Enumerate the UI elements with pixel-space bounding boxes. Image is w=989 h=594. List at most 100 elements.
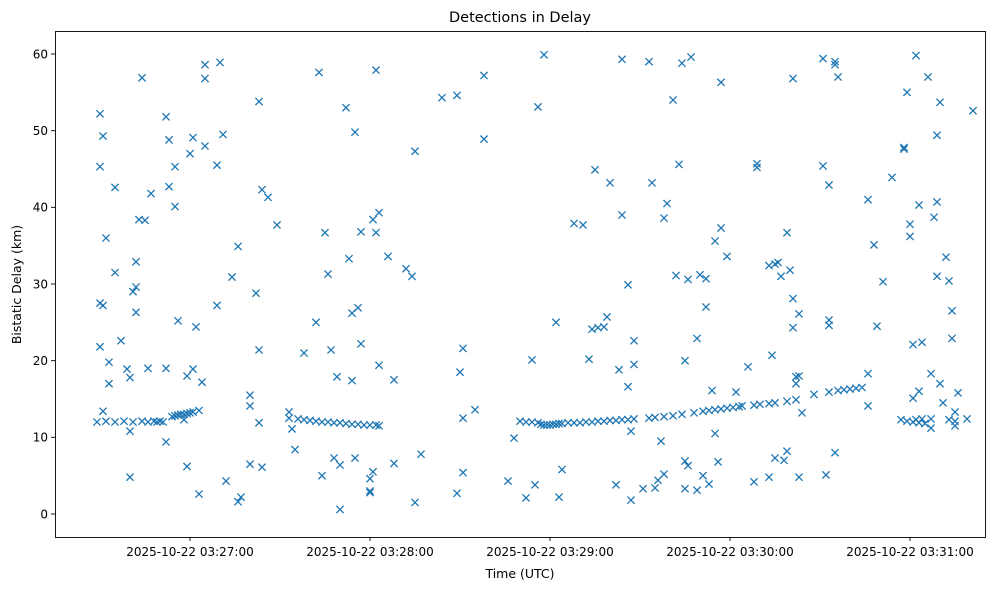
data-point — [374, 421, 384, 430]
data-point — [347, 420, 357, 429]
data-point — [530, 480, 540, 489]
data-point — [371, 421, 381, 430]
data-point — [797, 408, 807, 417]
data-point — [710, 237, 720, 246]
data-point — [764, 261, 774, 270]
data-point — [932, 197, 942, 207]
data-point — [326, 345, 336, 354]
data-point — [644, 57, 654, 66]
data-point — [593, 417, 603, 426]
data-point — [323, 269, 333, 279]
data-point — [731, 388, 741, 397]
data-point — [125, 473, 135, 482]
data-point — [707, 386, 717, 395]
data-point — [605, 416, 615, 425]
data-point — [95, 109, 105, 118]
data-point — [743, 362, 753, 371]
data-point — [356, 227, 366, 236]
data-point — [626, 427, 636, 436]
data-point — [929, 213, 939, 222]
data-point — [539, 50, 549, 59]
data-point — [137, 73, 147, 82]
data-point — [233, 497, 243, 506]
data-point — [437, 93, 447, 102]
data-point — [263, 193, 273, 202]
data-point — [188, 133, 198, 142]
data-point — [944, 276, 954, 285]
data-point — [671, 271, 681, 280]
data-point — [668, 411, 678, 420]
data-point — [131, 308, 141, 317]
data-point — [479, 135, 489, 144]
data-point — [926, 369, 936, 378]
data-point — [182, 371, 192, 381]
data-point — [947, 306, 957, 315]
data-point — [128, 287, 138, 296]
data-point — [704, 480, 714, 489]
data-point — [629, 360, 639, 369]
data-point — [191, 322, 201, 331]
data-point — [968, 106, 978, 115]
data-point — [950, 407, 960, 417]
data-point — [686, 53, 696, 62]
data-markers — [92, 50, 978, 514]
data-point — [617, 55, 627, 64]
data-point — [713, 457, 723, 466]
data-point — [95, 342, 105, 351]
data-point — [158, 417, 168, 427]
data-point — [311, 318, 321, 327]
data-point — [923, 72, 933, 82]
data-point — [770, 453, 780, 463]
y-tick-label: 10 — [33, 431, 48, 445]
chart-title: Detections in Delay — [449, 10, 591, 26]
data-point — [317, 471, 327, 480]
data-point — [245, 401, 255, 410]
data-point — [104, 379, 114, 388]
data-point — [257, 463, 267, 472]
data-point — [617, 210, 627, 220]
data-point — [833, 72, 843, 82]
data-point — [863, 195, 873, 204]
data-point — [911, 51, 921, 60]
data-point — [320, 228, 330, 237]
data-point — [347, 376, 357, 385]
data-point — [164, 182, 174, 191]
data-point — [92, 417, 102, 427]
data-point — [194, 490, 204, 499]
data-point — [371, 66, 381, 75]
data-point — [365, 488, 375, 497]
data-point — [830, 448, 840, 457]
data-point — [905, 220, 915, 229]
data-point — [122, 365, 132, 374]
data-point — [458, 468, 468, 477]
data-point — [272, 220, 282, 230]
data-point — [953, 388, 963, 397]
data-point — [110, 417, 120, 427]
data-point — [944, 415, 954, 424]
data-point — [863, 401, 873, 410]
data-point — [98, 131, 108, 141]
data-point — [356, 339, 366, 348]
data-point — [314, 68, 324, 77]
data-point — [329, 418, 339, 427]
data-point — [623, 382, 633, 391]
data-point — [794, 473, 804, 482]
data-point — [332, 372, 342, 381]
data-point — [383, 252, 393, 261]
data-point — [629, 336, 639, 345]
data-point — [458, 414, 468, 423]
data-point — [701, 274, 711, 283]
data-point — [698, 471, 708, 480]
data-point — [410, 147, 420, 156]
data-point — [947, 334, 957, 343]
y-tick-label: 60 — [33, 47, 48, 61]
data-point — [932, 272, 942, 281]
x-tick-label: 2025-10-22 03:31:00 — [846, 545, 973, 559]
data-point — [185, 408, 195, 417]
data-point — [680, 484, 690, 493]
data-point — [794, 309, 804, 318]
data-point — [533, 102, 543, 111]
data-point — [791, 379, 801, 388]
data-point — [161, 437, 171, 446]
data-point — [161, 112, 171, 121]
